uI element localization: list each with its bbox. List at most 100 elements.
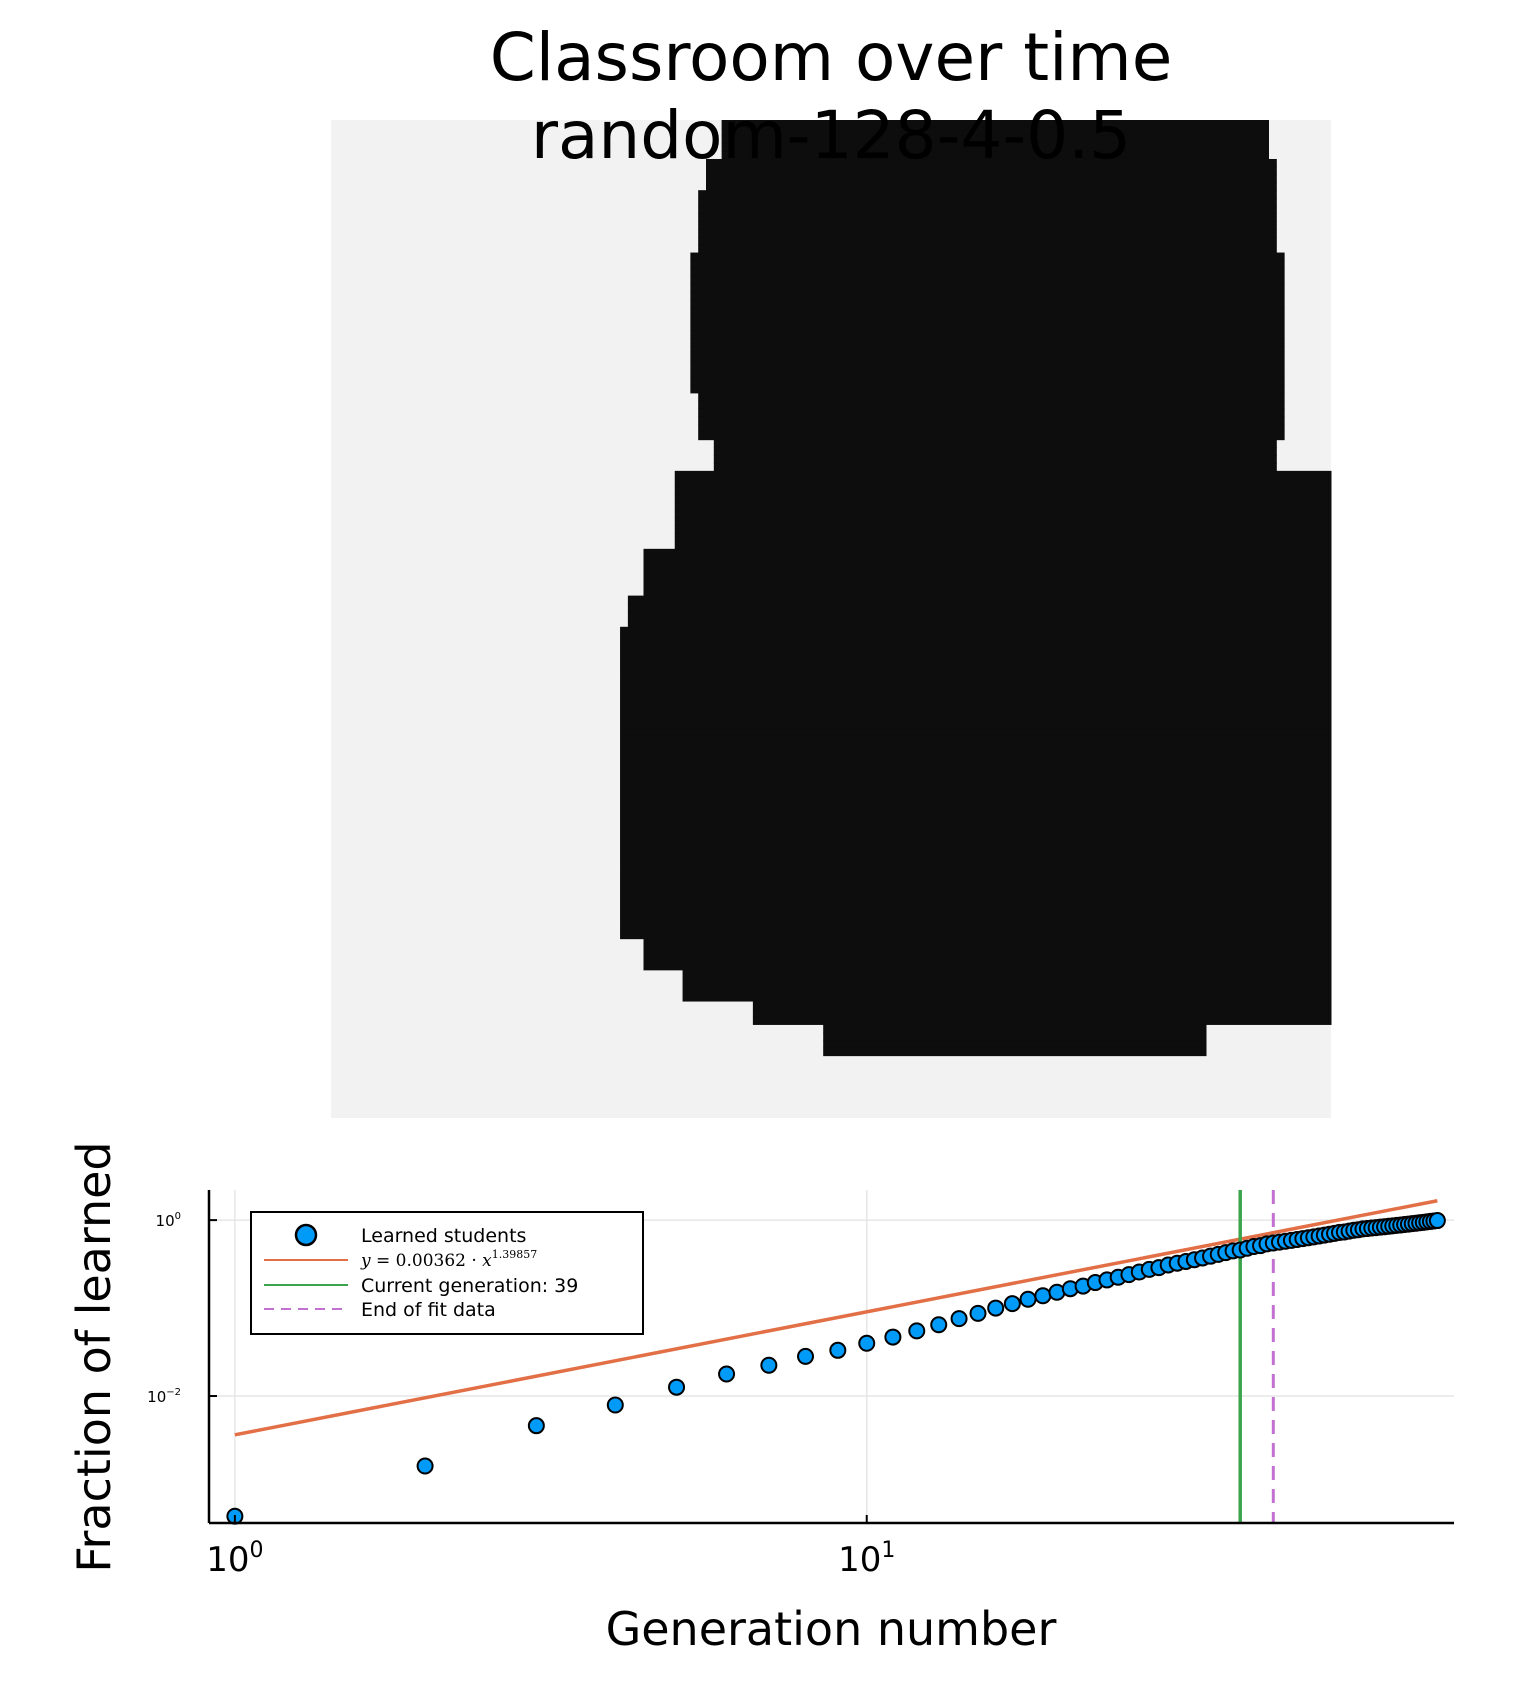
heatmap-row-learned-span [620, 782, 1332, 792]
heatmap-row-learned-span [713, 463, 1277, 472]
y-tick-label-base: 10 [147, 1388, 166, 1406]
learned-students-point [606, 1396, 624, 1414]
heatmap-row-learned-span [620, 891, 1332, 901]
heatmap-row-learned-span [690, 330, 1285, 339]
heatmap-row-learned-span [627, 595, 1332, 604]
heatmap-row-learned-span [643, 587, 1332, 597]
heatmap-row-learned-span [643, 548, 1332, 558]
heatmap-row-learned-span [721, 120, 1269, 129]
heatmap-row-learned-span [698, 431, 1285, 441]
learned-students-point [987, 1299, 1005, 1317]
heatmap-row-learned-span [620, 642, 1332, 651]
classroom-heatmap [331, 120, 1332, 1118]
heatmap-row-learned-span [698, 221, 1277, 230]
legend-fit-lhs: y [360, 1251, 371, 1271]
heatmap-row-learned-span [674, 478, 1332, 487]
heatmap-row-learned-span [674, 533, 1332, 542]
heatmap-row-learned-span [706, 166, 1277, 176]
legend-fit-exp: 1.39857 [492, 1248, 538, 1261]
plot-axes [207, 1190, 1454, 1525]
legend-fit-eq: = 0.00362 · [371, 1251, 483, 1271]
heatmap-row-learned-span [620, 813, 1332, 823]
heatmap-row-learned-span [620, 665, 1332, 675]
heatmap-row-learned-span [620, 884, 1332, 893]
heatmap-row-learned-span [752, 1008, 1332, 1018]
heatmap-row-learned-span [620, 923, 1332, 932]
heatmap-row-learned-span [620, 837, 1332, 846]
heatmap-row-learned-span [690, 307, 1285, 316]
heatmap-row-learned-span [620, 899, 1332, 908]
heatmap-row-learned-span [674, 509, 1332, 519]
heatmap-row-learned-span [698, 190, 1277, 199]
heatmap-row-learned-span [706, 158, 1277, 168]
heatmap-row-learned-span [643, 946, 1332, 955]
heatmap-row-learned-span [690, 314, 1285, 324]
heatmap-row-learned-span [620, 650, 1332, 659]
heatmap-row-learned-span [620, 915, 1332, 924]
heatmap-row-learned-span [706, 182, 1277, 191]
heatmap-row-learned-span [620, 689, 1332, 698]
learned-students-point [1428, 1212, 1446, 1230]
heatmap-row-learned-span [823, 1040, 1207, 1049]
x-tick-label-exp: 1 [881, 1538, 895, 1563]
learned-students-point [950, 1310, 968, 1328]
heatmap-row-learned-span [620, 798, 1332, 807]
heatmap-row-learned-span [690, 268, 1285, 277]
heatmap-row-learned-span [698, 229, 1277, 238]
legend-scatter-marker [294, 1223, 318, 1247]
heatmap-row-learned-span [620, 696, 1332, 706]
heatmap-row-learned-span [620, 720, 1332, 729]
heatmap-row-learned-span [682, 969, 1332, 979]
x-tick-label: 101 [838, 1538, 895, 1580]
heatmap-row-learned-span [698, 197, 1277, 207]
heatmap-row-learned-span [674, 494, 1332, 503]
heatmap-row-learned-span [690, 299, 1285, 308]
heatmap-row-learned-span [620, 681, 1332, 690]
heatmap-row-learned-span [620, 751, 1332, 760]
heatmap-row-learned-span [698, 424, 1285, 433]
heatmap-row-learned-span [690, 283, 1285, 293]
heatmap-row-learned-span [627, 603, 1332, 612]
learned-students-point [884, 1328, 902, 1346]
heatmap-row-learned-span [690, 385, 1285, 394]
x-tick-label-exp: 0 [250, 1538, 264, 1563]
learned-students-point [797, 1347, 815, 1365]
heatmap-row-learned-span [620, 868, 1332, 877]
y-tick-label-exp: 0 [175, 1211, 181, 1222]
heatmap-row-learned-span [620, 626, 1332, 636]
heatmap-row-learned-span [620, 728, 1332, 737]
heatmap-row-learned-span [698, 213, 1277, 222]
heatmap-row-learned-span [690, 369, 1285, 378]
learned-students-point [416, 1457, 434, 1475]
learned-students-point [969, 1304, 987, 1322]
heatmap-learned-cells [620, 120, 1332, 1057]
heatmap-row-learned-span [643, 962, 1332, 971]
legend-fit-base: x [482, 1251, 492, 1271]
y-tick-label-base: 10 [156, 1212, 175, 1230]
x-tick-label: 100 [206, 1538, 263, 1580]
y-axis-label: Fraction of learned [67, 1141, 121, 1572]
heatmap-row-learned-span [698, 392, 1285, 402]
heatmap-row-learned-span [620, 860, 1332, 869]
heatmap-row-learned-span [620, 759, 1332, 768]
fit-line [234, 1199, 1438, 1437]
learned-students-point [858, 1334, 876, 1352]
heatmap-row-learned-span [823, 1032, 1207, 1041]
heatmap-row-learned-span [674, 486, 1332, 495]
heatmap-row-learned-span [643, 954, 1332, 963]
heatmap-row-learned-span [620, 876, 1332, 885]
heatmap-row-learned-span [620, 673, 1332, 682]
learned-students-point [930, 1316, 948, 1334]
heatmap-row-learned-span [620, 712, 1332, 721]
heatmap-row-learned-span [627, 619, 1332, 628]
heatmap-row-learned-span [643, 572, 1332, 581]
heatmap-row-learned-span [620, 634, 1332, 643]
legend-label-current-generation: Current generation: 39 [361, 1275, 578, 1297]
heatmap-row-learned-span [674, 502, 1332, 511]
heatmap-row-learned-span [713, 455, 1277, 464]
heatmap-row-learned-span [620, 657, 1332, 667]
y-tick-label: 10−2 [147, 1387, 181, 1406]
heatmap-row-learned-span [643, 564, 1332, 573]
